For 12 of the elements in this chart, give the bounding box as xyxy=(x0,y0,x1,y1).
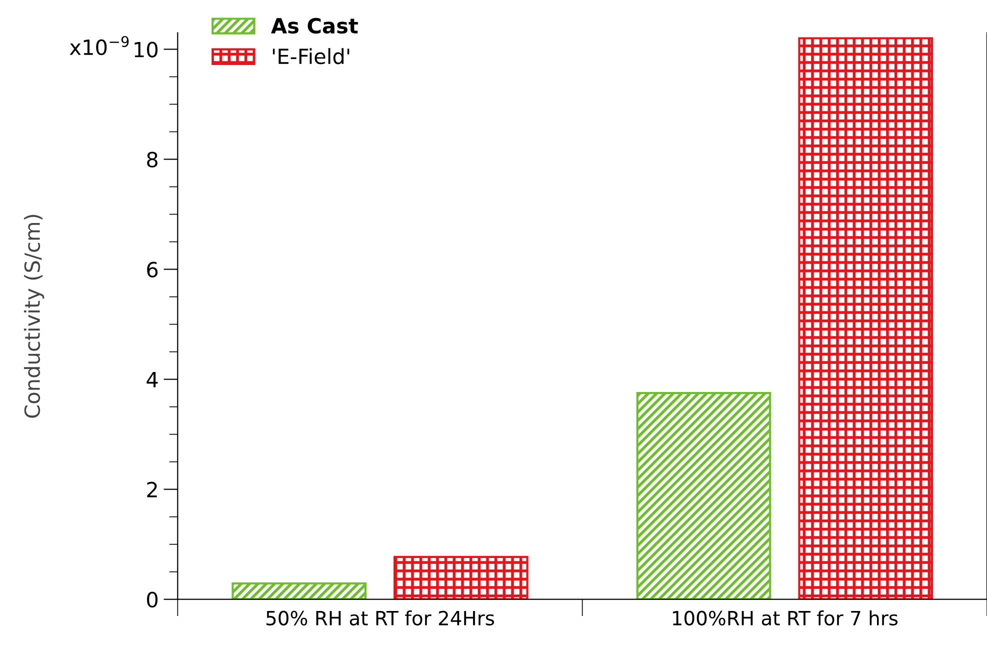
y-tick-label: 4 xyxy=(146,372,158,388)
y-tick-label: 10 xyxy=(134,42,158,58)
x-tick-label: 50% RH at RT for 24Hrs xyxy=(266,610,494,626)
legend-label: 'E-Field' xyxy=(272,48,350,64)
y-tick-label: 2 xyxy=(147,482,157,498)
x-tick-label: 100%RH at RT for 7 hrs xyxy=(672,610,898,626)
y-axis-title: Conductivity (S/cm) xyxy=(24,214,44,418)
y-tick-label: 0 xyxy=(147,592,158,608)
text: x10$^{−9}$ xyxy=(70,36,129,56)
legend-label: As Cast xyxy=(271,18,358,34)
y-tick-label: 8 xyxy=(147,152,158,168)
y-tick-label: 6 xyxy=(147,262,158,278)
